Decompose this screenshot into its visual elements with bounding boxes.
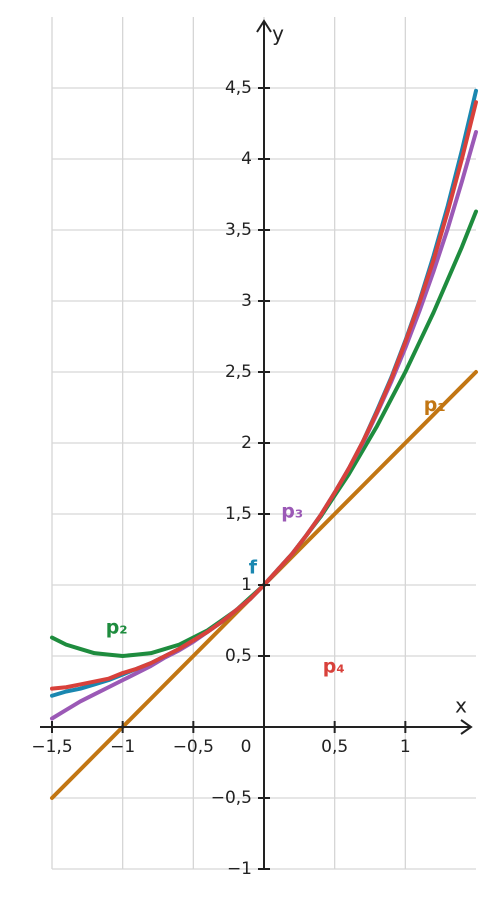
x-axis-label: x [455, 694, 467, 718]
y-tick-label: −1 [227, 859, 252, 879]
y-tick-label: 3,5 [225, 220, 252, 240]
x-tick-label: −1,5 [31, 737, 72, 757]
y-tick-label: 1 [241, 575, 252, 595]
y-tick-label: 1,5 [225, 504, 252, 524]
y-tick-label: 4 [241, 149, 252, 169]
y-tick-label: −0,5 [211, 788, 252, 808]
y-tick-label: 0,5 [225, 646, 252, 666]
x-tick-label: −1 [110, 737, 135, 757]
y-axis-label: y [272, 22, 284, 46]
series-label: f [249, 557, 258, 579]
y-tick-label: 4,5 [225, 78, 252, 98]
series-label: p₃ [281, 500, 303, 522]
x-tick-label: 0,5 [321, 737, 348, 757]
x-tick-label: −0,5 [173, 737, 214, 757]
y-tick-label: 3 [241, 291, 252, 311]
y-tick-label: 2 [241, 433, 252, 453]
y-tick-label: 2,5 [225, 362, 252, 382]
axes: x y −1,5 −1 −0,5 0 0,5 1 −1 −0,5 0,5 1 1,5 2 2,5 3 3,5… [31, 19, 473, 879]
series-label: p₁ [424, 394, 446, 416]
x-tick-label: 0 [241, 737, 252, 757]
x-tick-label: 1 [400, 737, 411, 757]
series-label: p₂ [106, 617, 128, 639]
series-label: p₄ [323, 656, 345, 678]
x-arrow [460, 719, 473, 735]
y-arrow [256, 19, 272, 33]
